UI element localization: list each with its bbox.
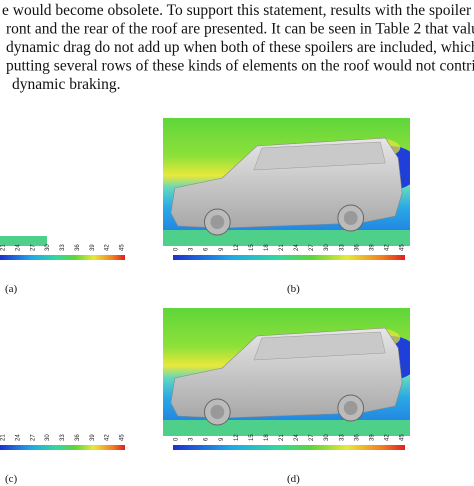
caption: (d) [287, 473, 300, 485]
scale-label: 18 [264, 244, 270, 251]
figure: 21 24 27 30 33 36 39 42 45(a)0 3 6 9 12 15 18 21 24 27 30 3… [0, 118, 410, 485]
figure-panel: 21 24 27 30 33 36 39 42 45 (a) [0, 118, 147, 295]
scale-label: 27 [309, 244, 315, 251]
scale-label: 33 [339, 434, 345, 441]
scale-label: 33 [60, 434, 66, 441]
caption: (a) [5, 283, 18, 295]
colorbar [0, 445, 125, 450]
colorbar [0, 255, 125, 260]
scale-label: 39 [369, 244, 375, 251]
figure-panel: 21 24 27 30 33 36 39 42 45 (c) [0, 308, 147, 485]
scale-label: 24 [15, 434, 21, 441]
flow-image [0, 118, 147, 246]
scale-label: 42 [105, 434, 111, 441]
colorbar [173, 445, 405, 450]
scale-label: 36 [75, 434, 81, 441]
flow-image [163, 118, 410, 246]
scale-label: 21 [279, 244, 285, 251]
scale-label: 36 [75, 244, 81, 251]
scale-label: 12 [234, 434, 240, 441]
text-line: dynamic drag do not add up when both of … [6, 39, 474, 56]
scale-label: 0 [174, 437, 180, 441]
caption: (c) [5, 473, 18, 485]
flow-image [163, 308, 410, 436]
scale-label: 27 [309, 434, 315, 441]
scale-label: 33 [339, 244, 345, 251]
scale-label: 12 [234, 244, 240, 251]
colorbar [173, 255, 405, 260]
figure-panel: 0 3 6 9 12 15 18 21 24 27 30 33 36 39 42 45(d) [163, 308, 410, 485]
scale-label: 3 [189, 247, 195, 251]
scale-label: 3 [189, 437, 195, 441]
scale-label: 24 [294, 434, 300, 441]
scale-label: 9 [219, 437, 225, 441]
scale-label: 6 [204, 247, 210, 251]
scale-label: 27 [30, 244, 36, 251]
scale-label: 27 [30, 434, 36, 441]
scale-label: 30 [45, 434, 51, 441]
scale-label: 21 [279, 434, 285, 441]
scale-label: 30 [324, 244, 330, 251]
scale-label: 30 [45, 244, 51, 251]
scale-label: 30 [324, 434, 330, 441]
scale-label: 36 [354, 244, 360, 251]
scale-label: 39 [369, 434, 375, 441]
flow-image [0, 308, 147, 436]
body-text: e would become obsolete. To support this… [2, 2, 474, 93]
scale-label: 45 [120, 434, 126, 441]
scale-label: 24 [15, 244, 21, 251]
scale-label: 33 [60, 244, 66, 251]
scale-label: 21 [1, 434, 7, 441]
text-line: e would become obsolete. To support this… [2, 2, 474, 19]
scale-label: 24 [294, 244, 300, 251]
scale-label: 15 [249, 244, 255, 251]
scale-label: 15 [249, 434, 255, 441]
scale-label: 42 [385, 244, 391, 251]
scale-label: 21 [1, 244, 7, 251]
text-line: dynamic braking. [12, 76, 120, 93]
scale-label: 39 [90, 434, 96, 441]
scale-label: 6 [204, 437, 210, 441]
figure-panel: 0 3 6 9 12 15 18 21 24 27 30 33 36 39 42 45(b) [163, 118, 410, 295]
scale-label: 42 [105, 244, 111, 251]
caption: (b) [287, 283, 300, 295]
scale-label: 45 [120, 244, 126, 251]
scale-label: 9 [219, 247, 225, 251]
text-line: ront and the rear of the roof are presen… [6, 21, 474, 38]
scale-label: 39 [90, 244, 96, 251]
scale-label: 42 [385, 434, 391, 441]
scale-label: 45 [400, 244, 406, 251]
scale-label: 0 [174, 247, 180, 251]
scale-label: 18 [264, 434, 270, 441]
scale-label: 36 [354, 434, 360, 441]
scale-label: 45 [400, 434, 406, 441]
text-line: putting several rows of these kinds of e… [6, 58, 474, 75]
